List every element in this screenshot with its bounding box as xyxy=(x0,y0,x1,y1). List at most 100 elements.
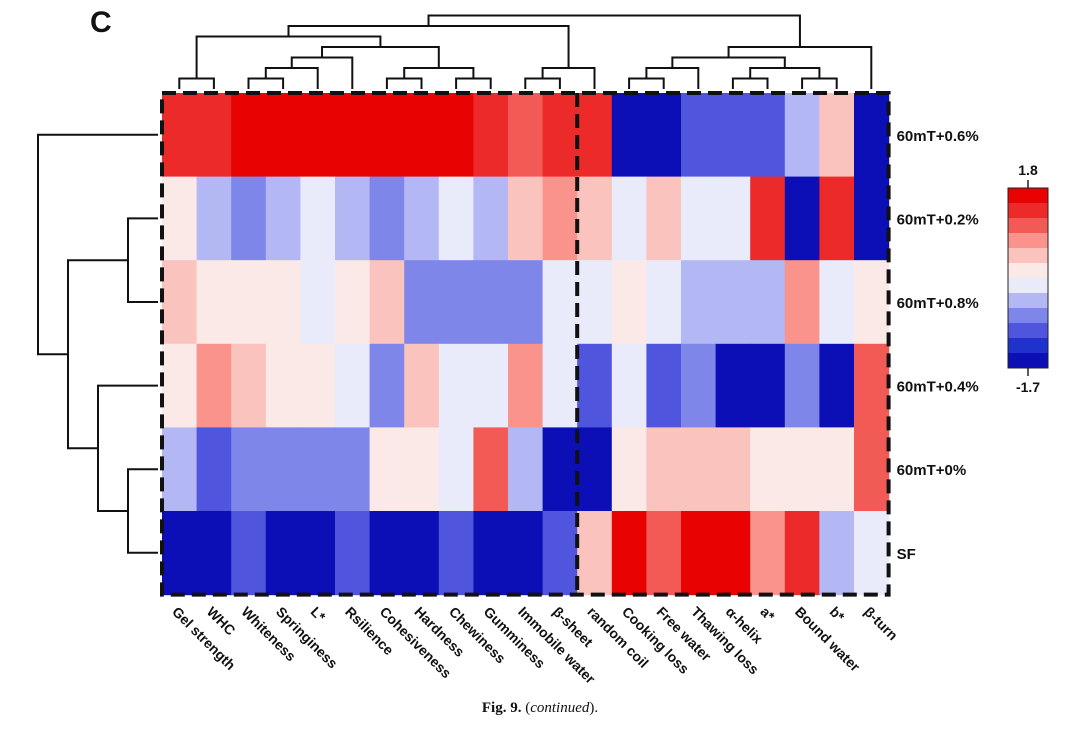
heatmap-cell xyxy=(646,427,682,512)
heatmap-cell xyxy=(369,93,405,178)
row-label: 60mT+0.4% xyxy=(897,379,979,396)
heatmap-cell xyxy=(162,260,198,345)
heatmap-cell xyxy=(335,176,371,261)
heatmap-cell xyxy=(646,260,682,345)
heatmap-cell xyxy=(473,260,509,345)
column-dendrogram-branch xyxy=(671,56,786,68)
color-legend-swatch xyxy=(1008,263,1048,279)
color-legend-swatch xyxy=(1008,338,1048,354)
color-legend: 1.8 -1.7 xyxy=(1007,162,1049,395)
heatmap-cell xyxy=(715,427,751,512)
color-legend-swatch xyxy=(1008,323,1048,339)
heatmap-cell xyxy=(715,176,751,261)
heatmap-cell xyxy=(646,511,682,596)
heatmap-cell xyxy=(681,93,717,178)
heatmap-cell xyxy=(611,511,647,596)
heatmap-cell xyxy=(784,427,820,512)
heatmap-cell xyxy=(162,511,198,596)
heatmap-cell xyxy=(335,427,371,512)
heatmap-cell xyxy=(369,427,405,512)
heatmap-cell xyxy=(335,93,371,178)
heatmap-cell xyxy=(508,260,544,345)
color-legend-swatch xyxy=(1008,278,1048,294)
heatmap-cell xyxy=(577,427,613,512)
heatmap-cell xyxy=(265,176,301,261)
heatmap-cell xyxy=(162,93,198,178)
heatmap-cell xyxy=(784,343,820,428)
heatmap-cell xyxy=(681,176,717,261)
heatmap-cell xyxy=(231,343,267,428)
heatmap-cell xyxy=(231,176,267,261)
heatmap-cell xyxy=(542,93,578,178)
row-label: SF xyxy=(897,546,916,563)
column-label: L* xyxy=(308,603,330,625)
heatmap-cell xyxy=(577,176,613,261)
column-dendrogram-branch xyxy=(524,77,561,89)
column-label: β-turn xyxy=(861,603,901,643)
heatmap-cell xyxy=(784,93,820,178)
heatmap-cell xyxy=(473,93,509,178)
heatmap-cell xyxy=(784,260,820,345)
heatmap-cell xyxy=(196,260,232,345)
heatmap-cell xyxy=(542,176,578,261)
heatmap-cell xyxy=(335,260,371,345)
row-label: 60mT+0.2% xyxy=(897,211,979,228)
heatmap-cell xyxy=(473,176,509,261)
row-labels: 60mT+0.6% 60mT+0.2% 60mT+0.8% 60mT+0.4% 60mT… xyxy=(897,128,979,563)
heatmap-cell xyxy=(784,511,820,596)
column-dendrogram-branch xyxy=(403,67,475,79)
caption-open: ( xyxy=(521,700,531,716)
heatmap-cell xyxy=(577,93,613,178)
heatmap-cell xyxy=(508,93,544,178)
heatmap-cell xyxy=(819,427,855,512)
heatmap-cell xyxy=(369,260,405,345)
heatmap-cell xyxy=(611,427,647,512)
row-label: 60mT+0.8% xyxy=(897,295,979,312)
heatmap-cell xyxy=(542,511,578,596)
heatmap-cell xyxy=(196,427,232,512)
heatmap-cell xyxy=(473,343,509,428)
heatmap-cell xyxy=(646,93,682,178)
row-dendrogram xyxy=(37,133,158,554)
color-legend-swatch xyxy=(1008,248,1048,264)
column-dendrogram-branch xyxy=(427,14,801,47)
row-dendrogram-branch xyxy=(37,133,158,356)
caption-close: ). xyxy=(589,700,599,716)
heatmap-cell xyxy=(854,511,890,596)
heatmap-cell xyxy=(438,511,474,596)
color-legend-swatch xyxy=(1008,293,1048,309)
heatmap-cell xyxy=(750,93,786,178)
heatmap-cell xyxy=(162,343,198,428)
heatmap-cell xyxy=(646,176,682,261)
heatmap-cell xyxy=(231,511,267,596)
color-legend-swatch xyxy=(1008,353,1048,369)
caption-text: continued xyxy=(530,700,590,716)
heatmap-cell xyxy=(611,260,647,345)
heatmap-cell xyxy=(819,511,855,596)
heatmap-cell xyxy=(231,427,267,512)
color-legend-swatch xyxy=(1008,188,1048,204)
heatmap-cell xyxy=(508,343,544,428)
heatmap-cell xyxy=(611,176,647,261)
heatmap-cell xyxy=(196,176,232,261)
heatmap-cell xyxy=(715,343,751,428)
heatmap-cell xyxy=(300,511,336,596)
heatmap-cell xyxy=(681,343,717,428)
heatmap-cell xyxy=(369,511,405,596)
caption-figure-number: Fig. 9. xyxy=(481,700,522,716)
column-dendrogram-branch xyxy=(290,56,354,89)
column-dendrogram-branch xyxy=(178,77,215,89)
heatmap-cells xyxy=(162,93,890,596)
heatmap-cell xyxy=(750,260,786,345)
row-label: 60mT+0.6% xyxy=(897,128,979,145)
heatmap-cell xyxy=(265,93,301,178)
heatmap-cell xyxy=(681,511,717,596)
heatmap-cell xyxy=(196,511,232,596)
column-dendrogram-branch xyxy=(628,77,665,89)
heatmap-cell xyxy=(819,176,855,261)
panel-label: C xyxy=(90,6,112,39)
heatmap-cell xyxy=(335,343,371,428)
heatmap-cell xyxy=(854,176,890,261)
heatmap-cell xyxy=(681,427,717,512)
